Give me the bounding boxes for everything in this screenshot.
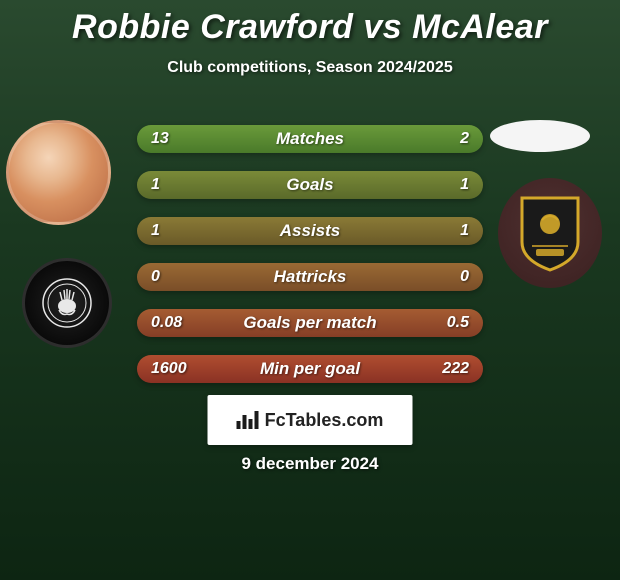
chart-icon <box>237 411 259 429</box>
stat-label: Goals <box>286 175 333 195</box>
footer-date: 9 december 2024 <box>241 454 378 474</box>
stat-right-value: 0.5 <box>447 314 469 332</box>
stat-row-matches: 13 Matches 2 <box>137 125 483 153</box>
player-photo-left <box>6 120 111 225</box>
footer-badge[interactable]: FcTables.com <box>208 395 413 445</box>
stat-row-assists: 1 Assists 1 <box>137 217 483 245</box>
stat-left-value: 1600 <box>151 360 187 378</box>
stat-right-value: 222 <box>442 360 469 378</box>
stat-row-goals: 1 Goals 1 <box>137 171 483 199</box>
stat-right-value: 1 <box>460 176 469 194</box>
stat-label: Goals per match <box>243 313 376 333</box>
page-subtitle: Club competitions, Season 2024/2025 <box>0 59 620 77</box>
footer-site-text: FcTables.com <box>265 410 384 431</box>
stat-label: Hattricks <box>274 267 347 287</box>
stats-container: 13 Matches 2 1 Goals 1 1 Assists 1 0 Hat… <box>137 125 483 401</box>
stat-right-value: 2 <box>460 130 469 148</box>
stat-left-value: 0.08 <box>151 314 182 332</box>
stat-left-value: 1 <box>151 176 160 194</box>
stat-row-hattricks: 0 Hattricks 0 <box>137 263 483 291</box>
stat-left-value: 0 <box>151 268 160 286</box>
page-title: Robbie Crawford vs McAlear <box>0 8 620 47</box>
stat-left-value: 13 <box>151 130 169 148</box>
stat-label: Assists <box>280 221 340 241</box>
stat-label: Min per goal <box>260 359 360 379</box>
stat-row-gpm: 0.08 Goals per match 0.5 <box>137 309 483 337</box>
stat-right-value: 0 <box>460 268 469 286</box>
stat-left-value: 1 <box>151 222 160 240</box>
header: Robbie Crawford vs McAlear Club competit… <box>0 0 620 77</box>
player-photo-right <box>490 120 590 152</box>
club-crest-right <box>498 178 602 288</box>
thistle-icon <box>42 278 92 328</box>
club-crest-left <box>22 258 112 348</box>
stat-row-mpg: 1600 Min per goal 222 <box>137 355 483 383</box>
stat-label: Matches <box>276 129 344 149</box>
stat-right-value: 1 <box>460 222 469 240</box>
shield-icon <box>518 194 582 272</box>
